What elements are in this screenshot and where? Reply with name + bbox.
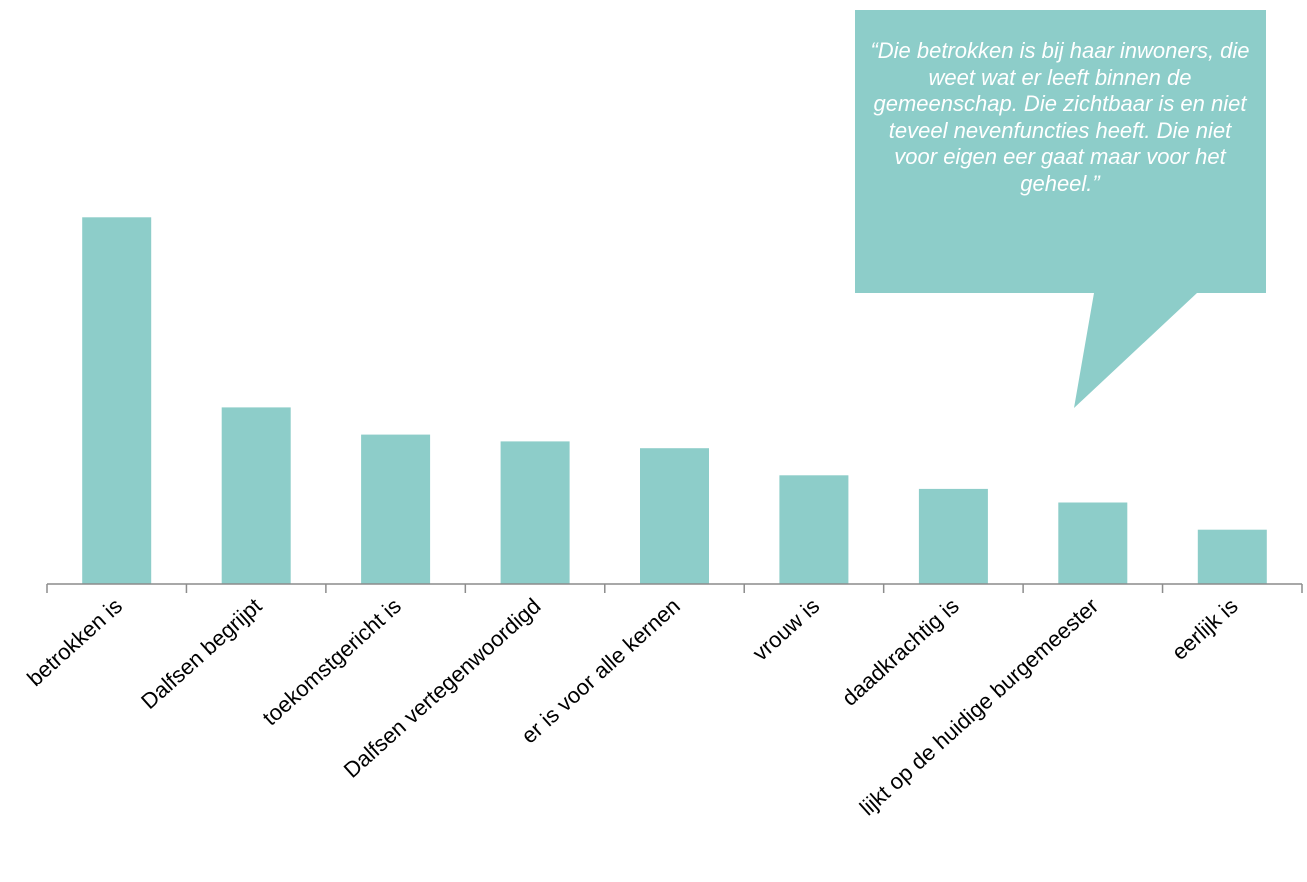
bar <box>1197 529 1267 584</box>
x-tick-label: er is voor alle kernen <box>516 593 684 748</box>
bar <box>500 441 570 584</box>
x-tick-label: Dalfsen begrijpt <box>136 593 266 714</box>
x-tick-labels: betrokken is Dalfsen begrijpttoekomstgeri… <box>22 593 1242 820</box>
callout-quote: “Die betrokken is bij haar inwoners, die… <box>870 38 1250 196</box>
bar <box>82 217 152 585</box>
speech-bubble <box>855 10 1266 408</box>
x-tick-label: toekomstgericht is <box>257 593 405 730</box>
bar <box>779 475 849 584</box>
x-axis <box>46 583 1303 593</box>
x-tick-label: daadkrachtig is <box>837 593 964 711</box>
bar <box>1058 502 1128 584</box>
bar <box>361 434 431 584</box>
x-tick-label: vrouw is <box>748 593 825 666</box>
x-tick-label: lijkt op de huidige burgemeester <box>855 593 1103 820</box>
bar <box>918 488 988 584</box>
bar <box>640 448 709 584</box>
x-tick-label: betrokken is <box>22 593 127 691</box>
bar <box>221 407 291 584</box>
bars-group <box>82 217 1267 585</box>
x-tick-label: eerlijk is <box>1167 593 1243 665</box>
